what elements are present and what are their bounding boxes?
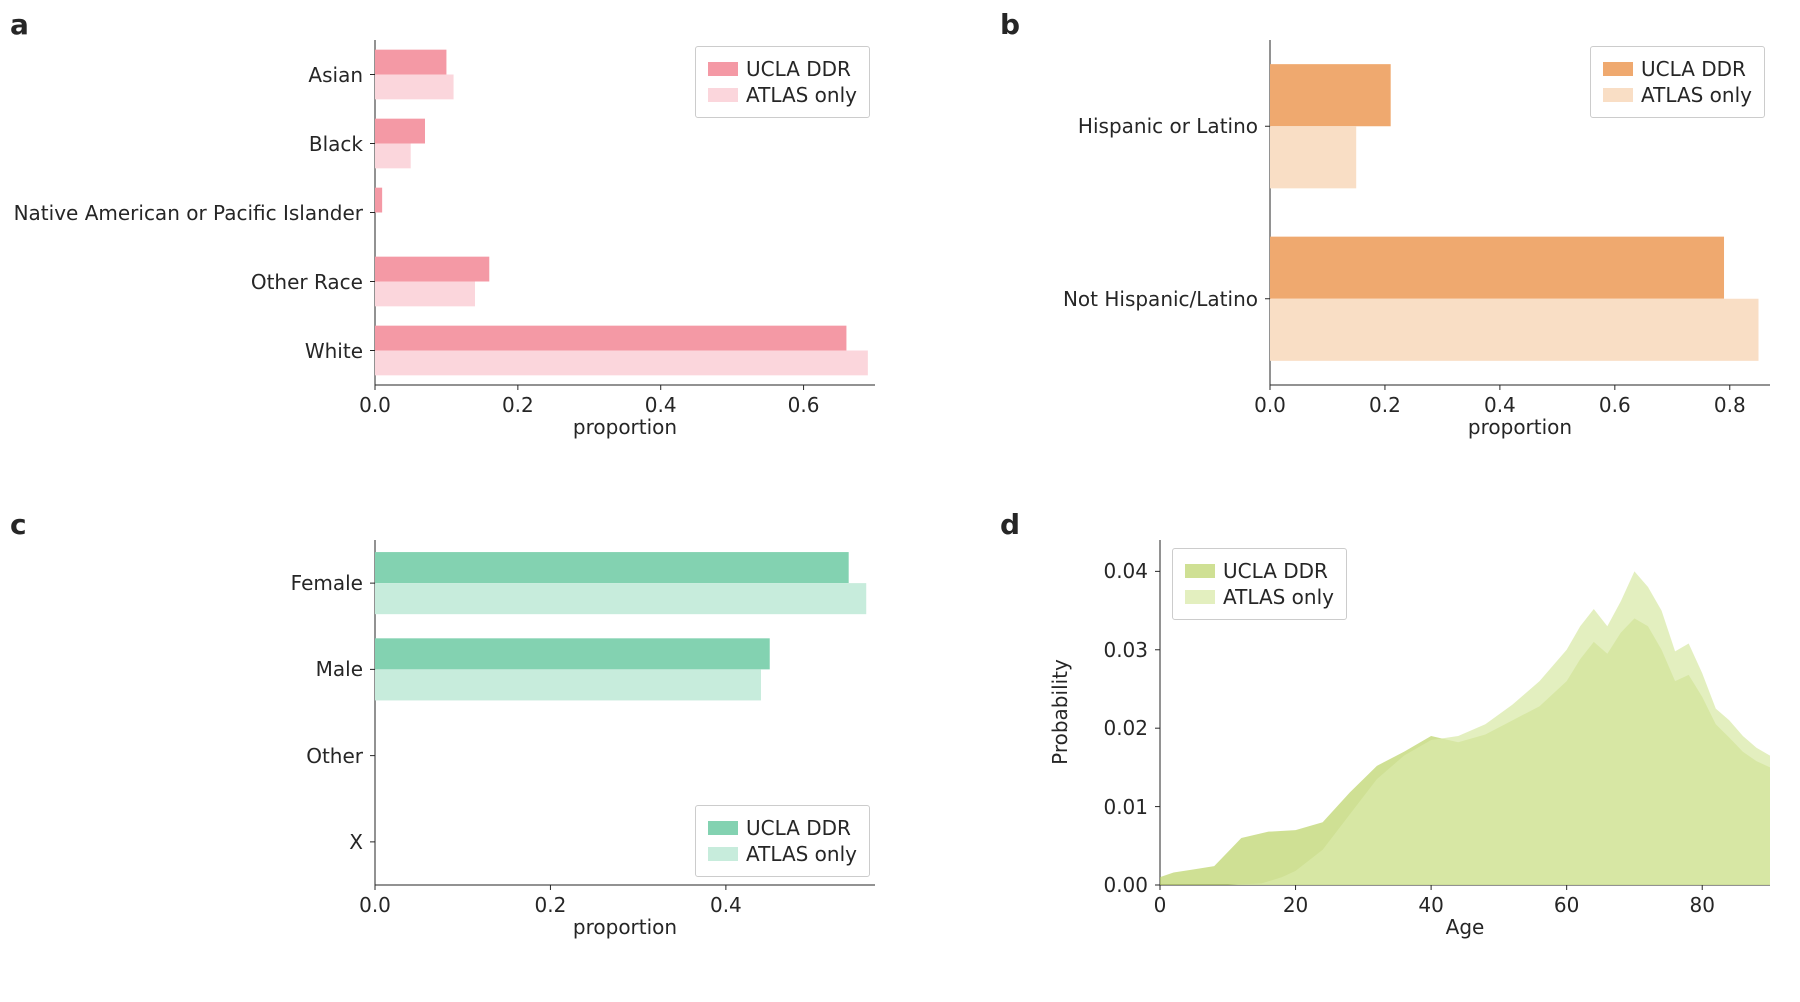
- panel-d-ylabel: Probability: [1048, 659, 1072, 765]
- xtick-label: 80: [1689, 893, 1714, 917]
- legend-item: UCLA DDR: [1185, 559, 1334, 583]
- figure: a b c d AsianBlackNative American or Pac…: [0, 0, 1800, 1002]
- ytick-label: 0.00: [1078, 873, 1148, 897]
- panel-d: 0.00 0.01 0.02 0.03 0.04 0 20 40 60 80 Age Proba…: [0, 0, 1800, 1002]
- ytick-label: 0.02: [1078, 716, 1148, 740]
- panel-d-plot: [0, 0, 1800, 1002]
- ytick-label: 0.01: [1078, 795, 1148, 819]
- ytick-label: 0.03: [1078, 638, 1148, 662]
- xtick-label: 60: [1554, 893, 1579, 917]
- ytick-label: 0.04: [1078, 559, 1148, 583]
- xtick-label: 20: [1283, 893, 1308, 917]
- legend-swatch: [1185, 564, 1215, 578]
- panel-d-xlabel: Age: [1160, 915, 1770, 939]
- xtick-label: 40: [1418, 893, 1443, 917]
- panel-d-legend: UCLA DDRATLAS only: [1172, 548, 1347, 620]
- legend-swatch: [1185, 590, 1215, 604]
- legend-label: UCLA DDR: [1223, 559, 1328, 583]
- legend-label: ATLAS only: [1223, 585, 1334, 609]
- legend-item: ATLAS only: [1185, 585, 1334, 609]
- xtick-label: 0: [1154, 893, 1167, 917]
